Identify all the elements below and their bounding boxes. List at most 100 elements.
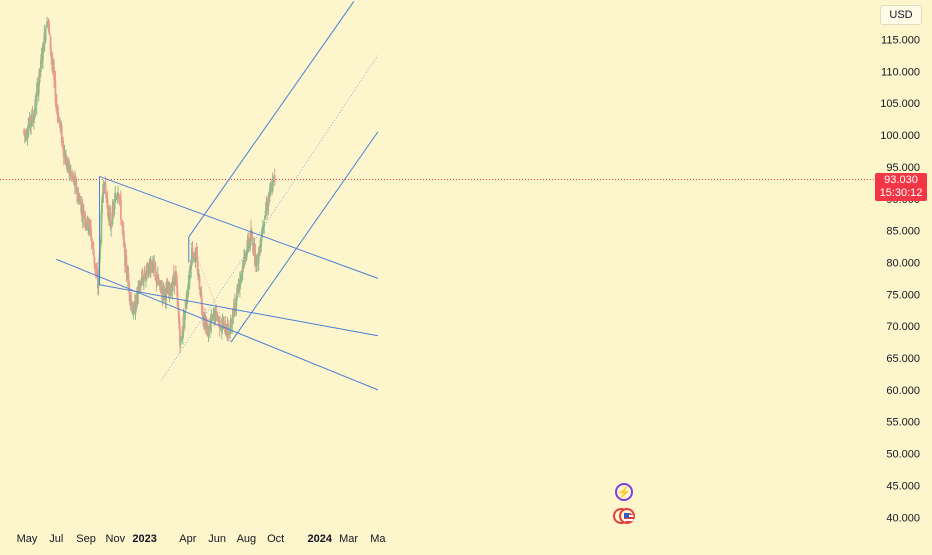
candle-body [220,328,223,330]
candle-body [135,294,138,311]
descending-channel-middle [99,284,378,337]
candle-body [113,200,116,210]
candle-body [130,299,133,302]
descending-channel-upper [99,175,379,279]
descending-channel-lower [56,258,379,391]
y-tick-label: 115.000 [881,35,920,47]
candle-body [48,33,51,35]
lightning-icon[interactable]: ⚡ [615,483,633,501]
candle-body [211,317,213,319]
candle-body [94,269,97,271]
y-tick-label: 100.000 [880,130,920,142]
x-tick-label: Sep [76,533,96,545]
candle-body [147,273,149,276]
currency-button[interactable]: USD [880,5,922,25]
candle-body [188,268,191,281]
candle-body [264,210,267,214]
y-tick-label: 50.000 [886,449,920,461]
candle-body [99,240,102,247]
y-tick-label: 60.000 [886,385,920,397]
candle-body [216,317,219,320]
candle-body [108,211,110,219]
candle-body [181,331,184,338]
candle-body [93,256,96,265]
candle-body [237,284,240,292]
candle-body [27,127,30,137]
candle-body [231,325,234,327]
candle-body [90,238,93,242]
candle-body [152,260,155,267]
candle-body [51,55,53,63]
candle-body [39,60,42,72]
currency-label: USD [889,9,913,21]
pitchfork-handle-line [188,236,232,343]
x-tick-label: Jun [208,533,226,545]
x-tick-label: Nov [106,533,126,545]
candle-body [266,207,269,211]
candle-body [227,334,230,336]
candle-body [31,113,34,120]
candle-body [187,283,190,295]
candle-body [254,244,257,262]
candle-body [111,206,114,225]
candle-body [180,337,183,341]
y-tick-label: 110.000 [881,66,920,78]
y-tick-label: 105.000 [880,98,920,110]
candle-body [71,172,74,176]
candle-body [230,318,233,325]
y-tick-label: 70.000 [886,321,920,333]
candle-body [174,271,177,286]
x-tick-label: 2024 [308,533,333,545]
candle-body [89,222,92,228]
candle-body [146,262,149,275]
candle-body [147,263,150,275]
us-flag-icon[interactable] [613,506,637,526]
candle-body [216,311,218,322]
candle-body [124,243,126,267]
candle-body [174,273,177,279]
candle-body [268,188,271,197]
pitchfork-median [161,55,379,381]
candle-body [90,227,92,239]
candle-body [145,274,147,278]
candle-body [209,324,211,331]
candle-body [190,248,193,265]
candle-body [119,199,122,220]
candle-body [178,316,181,329]
candle-body [100,212,103,242]
candle-body [136,292,139,299]
candle-body [104,182,107,193]
candle-body [109,212,112,227]
candle-body [74,178,76,186]
candle-body [157,276,160,285]
candle-body [257,251,260,264]
candle-body [251,237,254,244]
candle-body [204,315,206,330]
candle-body [200,292,202,294]
y-tick-label: 75.000 [886,289,920,301]
candle-body [215,309,218,311]
candle-body [45,26,48,28]
x-tick-label: Mar [339,533,358,545]
candle-body [209,323,212,325]
candle-body [165,287,168,300]
candle-body [149,262,152,273]
candle-body [196,256,199,271]
candle-body [132,305,135,316]
candle-body [138,283,140,286]
candle-body [190,265,193,270]
candle-body [117,194,120,198]
candle-body [69,167,71,175]
candle-body [92,244,94,248]
candle-body [210,316,213,324]
candle-body [204,324,207,329]
candle-body [48,22,51,32]
candle-body [177,298,179,307]
candle-body [46,21,49,23]
candle-body [169,286,172,294]
x-tick-label: 2023 [132,533,156,545]
candle-body [154,263,156,272]
candle-body [66,165,69,167]
